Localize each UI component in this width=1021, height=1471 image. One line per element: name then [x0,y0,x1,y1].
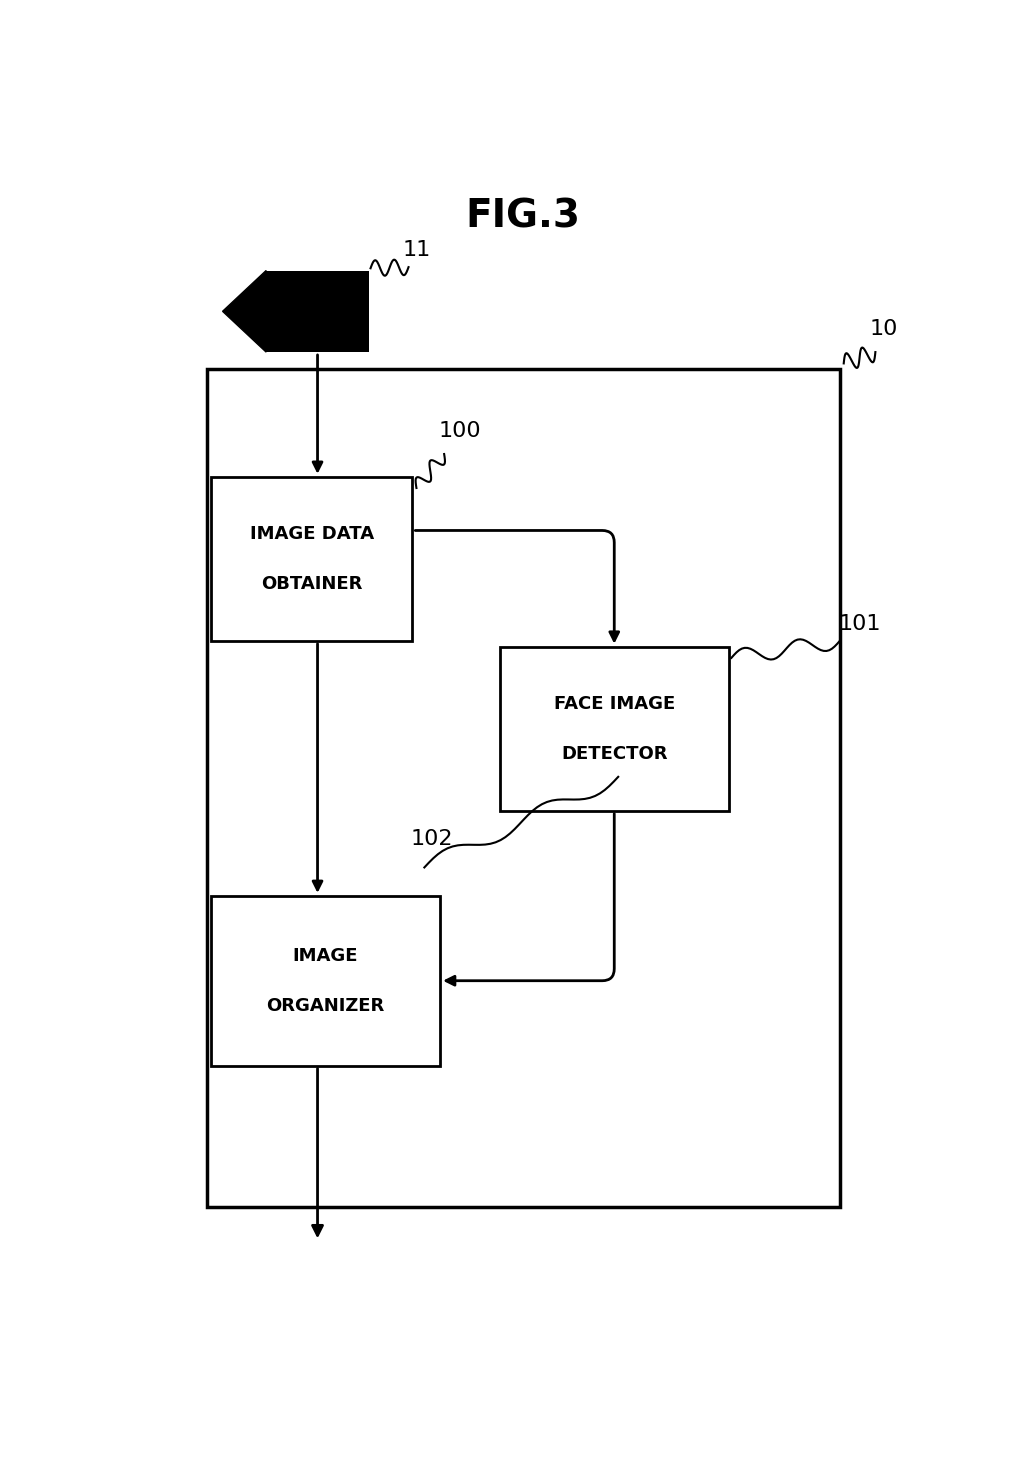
Text: IMAGE DATA: IMAGE DATA [249,525,374,543]
Text: FACE IMAGE: FACE IMAGE [553,694,675,713]
Bar [206,369,839,1208]
Text: IMAGE: IMAGE [293,947,358,965]
Text: 101: 101 [838,613,881,634]
Text: FIG.3: FIG.3 [466,197,581,235]
Text: ORGANIZER: ORGANIZER [266,997,385,1015]
Bar [499,647,729,811]
Polygon shape [223,271,266,352]
Text: 10: 10 [869,319,897,340]
Text: OBTAINER: OBTAINER [261,575,362,593]
Text: 102: 102 [411,830,453,849]
Bar [266,271,369,352]
Text: DETECTOR: DETECTOR [561,744,668,762]
Bar [210,896,440,1065]
Text: 100: 100 [439,421,481,441]
Bar [210,477,412,641]
Text: 11: 11 [402,240,431,260]
